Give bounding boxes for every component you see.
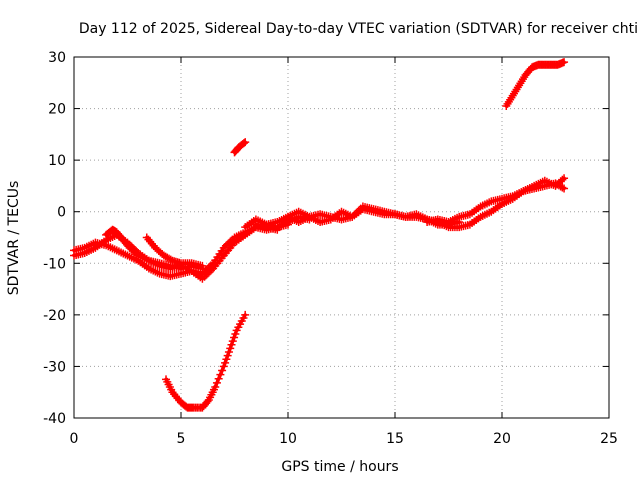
data-point xyxy=(216,370,225,379)
y-tick-label: -30 xyxy=(43,359,66,375)
data-point xyxy=(560,58,569,67)
series-line xyxy=(254,181,566,232)
data-point xyxy=(230,333,239,342)
x-tick-label: 0 xyxy=(70,431,79,447)
data-point xyxy=(226,344,235,353)
y-tick-label: 20 xyxy=(48,102,66,118)
plot-frame xyxy=(73,56,610,419)
grid xyxy=(74,57,609,418)
x-tick-label: 25 xyxy=(600,431,618,447)
data-point xyxy=(223,351,232,360)
series-sat-track-9 xyxy=(230,138,250,157)
data-point xyxy=(166,255,175,264)
data-point xyxy=(560,174,569,183)
data-point xyxy=(219,362,228,371)
y-tick-label: -20 xyxy=(43,308,66,324)
data-point xyxy=(241,138,250,147)
data-point xyxy=(558,175,567,184)
y-tick-labels: -40 -30 -20 -10 0 10 20 30 xyxy=(43,50,66,427)
data-point xyxy=(224,347,233,356)
series-sat-track-4 xyxy=(142,233,207,270)
chart-title: Day 112 of 2025, Sidereal Day-to-day VTE… xyxy=(79,21,638,37)
y-tick-label: 0 xyxy=(57,205,66,221)
y-axis-label: SDTVAR / TECUs xyxy=(6,181,22,296)
y-tick-label: 30 xyxy=(48,50,66,66)
y-tick-label: -40 xyxy=(43,411,66,427)
x-tick-label: 20 xyxy=(493,431,511,447)
data-point xyxy=(211,383,220,392)
data-point xyxy=(227,340,236,349)
data-point xyxy=(221,358,230,367)
data-point xyxy=(558,183,567,192)
x-axis-label: GPS time / hours xyxy=(281,459,398,475)
data-point xyxy=(203,397,212,406)
data-point xyxy=(212,378,221,387)
series-sat-track-10 xyxy=(502,58,569,110)
y-tick-label: 10 xyxy=(48,153,66,169)
y-tick-label: -10 xyxy=(43,256,66,272)
data-point xyxy=(241,310,250,319)
data-point xyxy=(222,355,231,364)
data-point xyxy=(560,184,569,193)
series-sat-track-7 xyxy=(423,174,569,227)
data-point xyxy=(239,139,248,148)
x-tick-label: 5 xyxy=(177,431,186,447)
data-point xyxy=(228,337,237,346)
data-point xyxy=(214,374,223,383)
data-point xyxy=(231,329,240,338)
data-point xyxy=(198,261,207,270)
x-tick-label: 10 xyxy=(279,431,297,447)
data-series xyxy=(70,58,569,412)
axis-ticks xyxy=(73,56,610,419)
x-tick-labels: 0 5 10 15 20 25 xyxy=(70,431,618,447)
series-sat-track-8 xyxy=(162,310,250,412)
x-tick-label: 15 xyxy=(386,431,404,447)
data-point xyxy=(218,366,227,375)
